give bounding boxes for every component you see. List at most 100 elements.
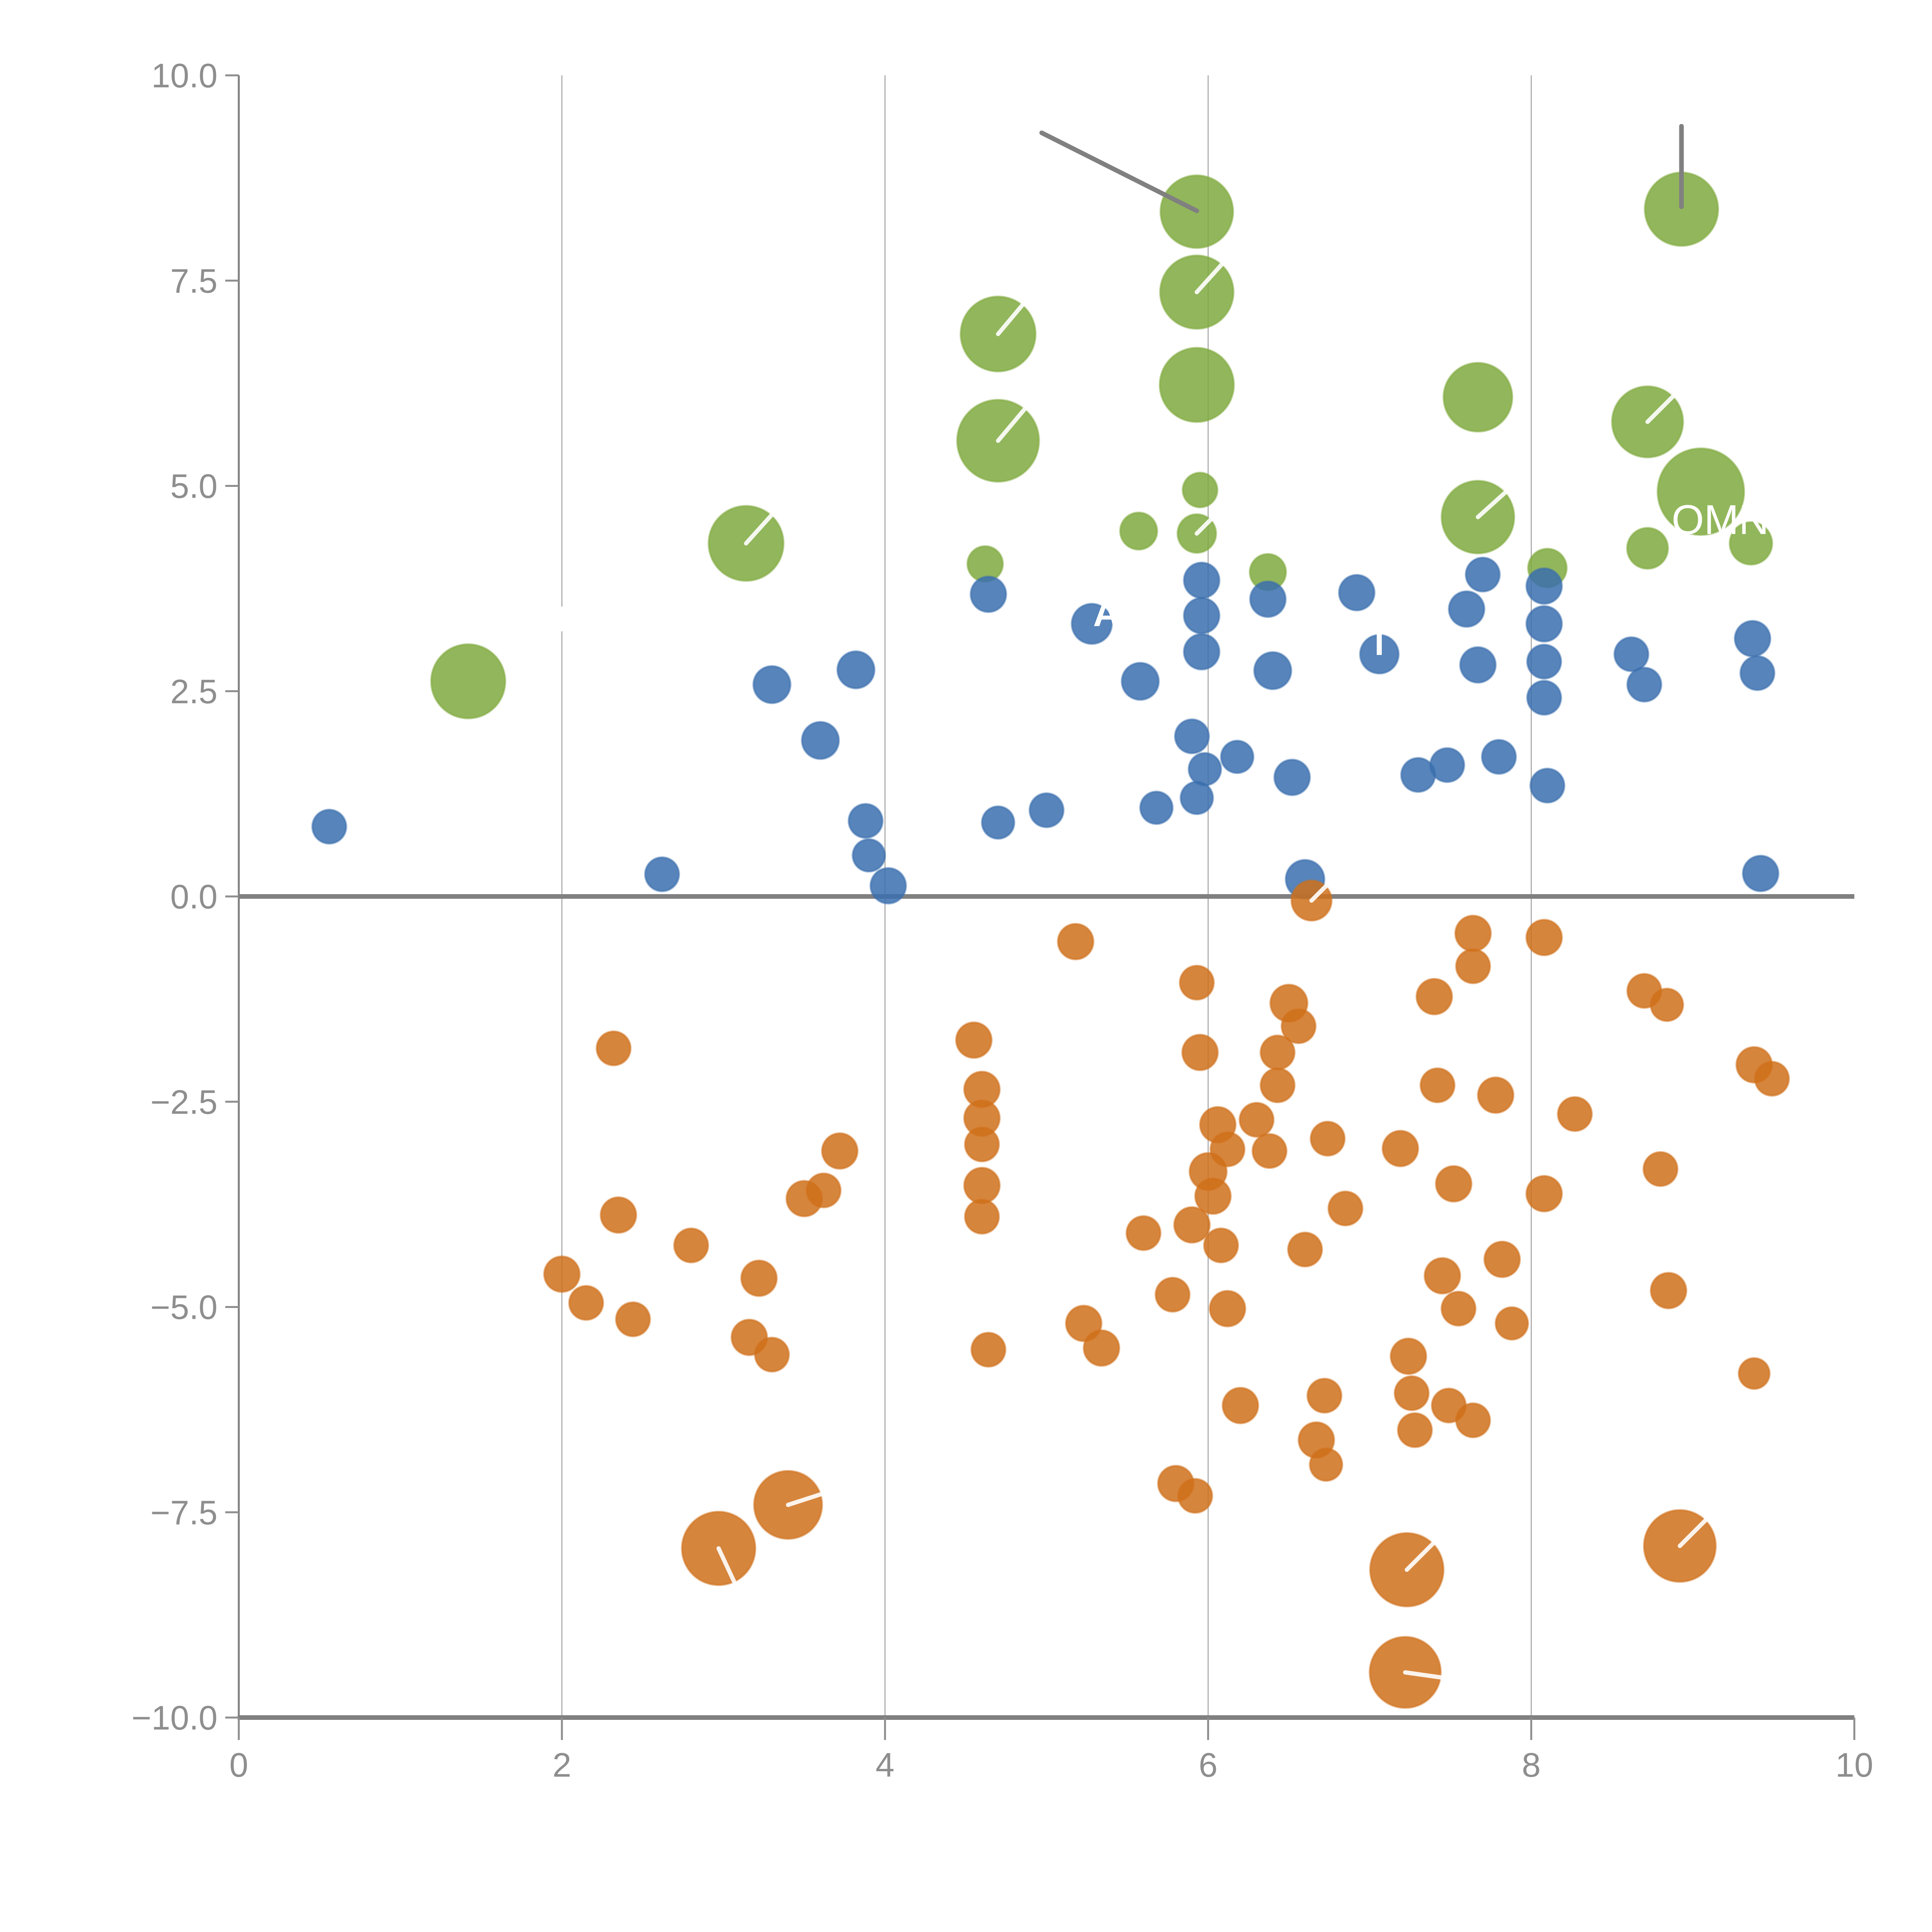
y-tick-label--5: −5.0	[150, 1288, 218, 1327]
blue-bubbles-point-38	[1613, 636, 1650, 672]
blue-bubbles-point-37	[1529, 767, 1566, 804]
orange-bubbles-point-78	[1754, 1061, 1790, 1097]
orange-bubbles-point-25	[1155, 1277, 1191, 1313]
blue-bubbles-point-25	[1338, 574, 1376, 612]
blue-bubbles-point-3	[801, 721, 840, 760]
orange-bubbles-point-48	[1309, 1447, 1344, 1482]
blue-bubbles-point-29	[1448, 590, 1486, 628]
orange-bubbles-point-36	[1209, 1290, 1247, 1328]
orange-bubbles-point-9	[740, 1259, 778, 1297]
white-callout-line-1	[996, 281, 1043, 336]
orange-bubbles-point-66	[1477, 1076, 1515, 1114]
orange-bubbles-point-62	[1440, 1291, 1477, 1327]
orange-bubbles-point-51	[1381, 1129, 1419, 1167]
blue-bubbles-point-11	[1071, 603, 1113, 645]
blue-bubbles-point-34	[1525, 605, 1563, 643]
orange-bubbles-point-44	[1287, 1231, 1323, 1268]
blue-bubbles-point-8	[969, 575, 1007, 613]
orange-bubbles-point-41	[1259, 1067, 1296, 1104]
orange-bubbles-point-79	[1738, 1357, 1771, 1390]
blue-bubbles-point-6	[852, 838, 886, 873]
blue-bubbles-point-28	[1429, 747, 1465, 783]
white-callout-line-2	[996, 385, 1045, 443]
y-tick-label-7.5: 7.5	[170, 262, 218, 300]
blue-bubbles-point-30	[1464, 556, 1501, 593]
blue-bubbles-point-13	[1139, 791, 1174, 825]
orange-bubbles-point-69	[1525, 918, 1563, 956]
blue-bubbles-point-18	[1174, 718, 1210, 755]
green-bubbles-point-19	[1728, 521, 1773, 566]
blue-bubbles-point-31	[1459, 646, 1497, 684]
green-bubbles-point-18	[1656, 447, 1745, 536]
white-callout-line-5	[1476, 472, 1527, 519]
orange-bubbles-point-75	[1650, 1272, 1687, 1310]
blue-bubbles-point-7	[869, 867, 907, 905]
white-bars	[559, 607, 1382, 655]
orange-bubbles-point-74	[1642, 1151, 1679, 1187]
blue-bubbles-point-2	[752, 665, 792, 704]
white-label-fragment-1: A	[1093, 593, 1120, 634]
green-bubbles-point-10	[1119, 511, 1158, 551]
y-tick-label--10: −10.0	[131, 1699, 218, 1737]
green-bubbles-point-13	[1442, 362, 1514, 433]
blue-bubbles-point-19	[1187, 752, 1222, 787]
blue-bubbles-point-41	[1739, 655, 1776, 691]
blue-bubbles-point-4	[836, 650, 876, 689]
green-bubbles-point-0	[430, 643, 507, 719]
blue-bubbles-point-16	[1183, 597, 1221, 634]
orange-bubbles-point-61	[1435, 1165, 1473, 1203]
y-tick-label-2.5: 2.5	[170, 672, 218, 711]
orange-bubbles-point-70	[1525, 1175, 1563, 1213]
white-leader-ticks	[716, 241, 1726, 1683]
blue-bubbles-point-32	[1481, 739, 1517, 775]
y-tick-labels: 10.0 7.5 5.0 2.5 0.0 −2.5 −5.0 −7.5 −10.0	[131, 56, 239, 1737]
orange-bubbles-point-43	[1281, 1008, 1317, 1044]
blue-bubbles-point-12	[1121, 662, 1160, 701]
blue-bubbles-point-20	[1249, 580, 1287, 618]
y-tick-label--7.5: −7.5	[150, 1493, 218, 1532]
annotation-leader-line-0	[1039, 130, 1199, 213]
white-callout-line-7	[716, 1546, 745, 1603]
y-tick-label--2.5: −2.5	[150, 1083, 218, 1121]
orange-bubbles-point-12	[806, 1172, 842, 1209]
white-callout-line-0	[744, 492, 793, 546]
orange-bubbles-point-8	[754, 1337, 790, 1373]
blue-bubbles-point-42	[1742, 855, 1780, 892]
white-callout-line-11	[1403, 1670, 1465, 1683]
orange-bubbles-point-39	[1251, 1133, 1287, 1169]
orange-bubbles-point-32	[1194, 1177, 1232, 1215]
orange-bubbles-point-30	[1173, 1206, 1211, 1244]
white-label-fragment-0: OMN	[1672, 496, 1769, 543]
blue-bubbles-point-0	[311, 808, 347, 845]
orange-bubbles-point-1	[568, 1285, 604, 1321]
orange-bubbles-point-58	[1419, 1067, 1456, 1104]
orange-bubbles-point-54	[1397, 1412, 1433, 1448]
orange-bubbles-point-59	[1423, 1257, 1461, 1295]
series-orange-bubbles	[543, 879, 1790, 1709]
orange-bubbles-point-67	[1483, 1240, 1521, 1278]
x-tick-label-0: 0	[230, 1746, 248, 1784]
orange-bubbles-point-64	[1454, 915, 1492, 952]
blue-bubbles-point-5	[847, 803, 884, 839]
blue-bubbles-point-39	[1626, 667, 1662, 703]
orange-bubbles-point-24	[1125, 1215, 1162, 1251]
x-tick-label-2: 2	[553, 1746, 571, 1784]
white-callout-line-3	[1194, 241, 1243, 294]
green-bubbles-point-7	[1158, 347, 1235, 423]
orange-bubbles-point-47	[1306, 1378, 1343, 1414]
orange-bubbles-point-53	[1393, 1375, 1430, 1412]
blue-bubbles-point-14	[1179, 781, 1214, 815]
orange-bubbles-point-5	[673, 1227, 709, 1264]
orange-bubbles-point-20	[970, 1332, 1007, 1368]
blue-bubbles-point-15	[1183, 561, 1221, 599]
orange-bubbles-point-18	[963, 1167, 1001, 1204]
blue-bubbles-point-23	[1273, 759, 1311, 796]
orange-bubbles-point-38	[1238, 1102, 1275, 1138]
blue-bubbles-point-9	[981, 805, 1015, 840]
orange-bubbles-point-71	[1557, 1096, 1593, 1132]
blue-bubbles-point-1	[644, 856, 680, 893]
orange-bubbles-point-4	[615, 1301, 651, 1337]
green-bubbles-point-16	[1626, 527, 1669, 570]
orange-bubbles-point-34	[1203, 1227, 1239, 1264]
